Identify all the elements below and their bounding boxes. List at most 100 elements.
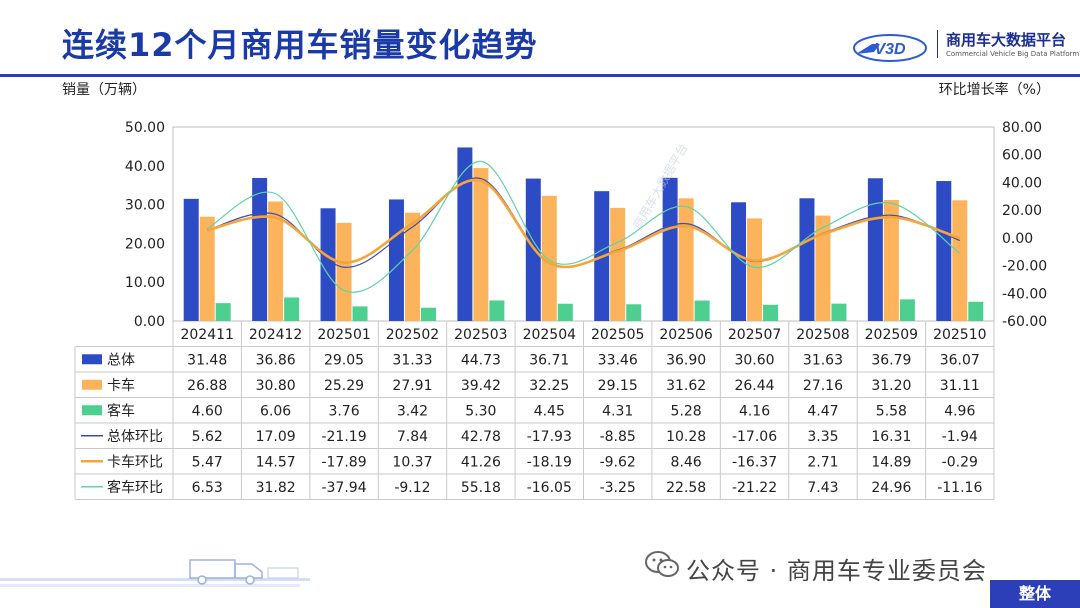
data-label: 41.26 bbox=[461, 454, 501, 470]
logo-divider bbox=[937, 30, 938, 58]
data-label: 33.46 bbox=[598, 352, 638, 368]
bar-卡车 bbox=[199, 216, 215, 321]
bar-总体 bbox=[799, 198, 815, 321]
data-label: -9.62 bbox=[600, 454, 636, 470]
left-axis-label: 销量（万辆） bbox=[62, 82, 146, 98]
bar-总体 bbox=[731, 202, 747, 321]
category-label: 202503 bbox=[454, 327, 507, 343]
wechat-icon bbox=[645, 551, 679, 577]
data-label: 3.76 bbox=[328, 403, 359, 419]
data-label: 4.16 bbox=[739, 403, 770, 419]
page-title: 连续12个月商用车销量变化趋势 bbox=[62, 26, 538, 64]
left-tick-label: 10.00 bbox=[125, 275, 165, 291]
category-label: 202509 bbox=[865, 327, 918, 343]
data-label: 6.06 bbox=[260, 403, 291, 419]
data-label: 26.88 bbox=[187, 378, 227, 394]
data-label: -1.94 bbox=[942, 429, 978, 445]
truck-decoration-icon bbox=[0, 559, 310, 587]
data-label: 8.46 bbox=[671, 454, 702, 470]
line-客车环比 bbox=[206, 160, 961, 293]
data-label: 14.57 bbox=[256, 454, 296, 470]
bar-客车 bbox=[420, 307, 436, 321]
line-总体环比 bbox=[207, 177, 961, 268]
data-label: 5.62 bbox=[192, 429, 223, 445]
right-tick-label: 80.00 bbox=[1002, 120, 1042, 136]
data-label: 30.80 bbox=[256, 378, 296, 394]
data-label: 4.96 bbox=[944, 403, 975, 419]
section-tag: 整体 bbox=[990, 580, 1080, 608]
data-label: 27.16 bbox=[803, 378, 843, 394]
bar-卡车 bbox=[541, 195, 557, 321]
bar-客车 bbox=[284, 297, 300, 321]
bar-总体 bbox=[662, 177, 678, 321]
data-label: 36.86 bbox=[256, 352, 296, 368]
left-tick-label: 20.00 bbox=[125, 236, 165, 252]
data-label: -0.29 bbox=[942, 454, 978, 470]
data-label: 24.96 bbox=[871, 480, 911, 496]
data-label: -17.06 bbox=[732, 429, 777, 445]
data-label: 3.35 bbox=[807, 429, 838, 445]
data-label: 4.47 bbox=[807, 403, 838, 419]
legend-label: 客车 bbox=[107, 402, 135, 419]
legend-label: 总体环比 bbox=[107, 429, 163, 445]
data-label: 4.31 bbox=[602, 403, 633, 419]
line-卡车环比 bbox=[206, 178, 961, 269]
data-label: -37.94 bbox=[321, 480, 366, 496]
data-label: -3.25 bbox=[600, 480, 636, 496]
left-tick-label: 40.00 bbox=[125, 159, 165, 175]
bar-总体 bbox=[320, 208, 336, 321]
right-tick-label: -20.00 bbox=[1002, 259, 1047, 275]
data-label: -21.22 bbox=[732, 480, 777, 496]
data-label: 31.48 bbox=[187, 352, 227, 368]
bar-卡车 bbox=[473, 168, 489, 321]
title-underline bbox=[0, 74, 1080, 77]
data-label: -11.16 bbox=[937, 480, 982, 496]
category-label: 202510 bbox=[933, 327, 986, 343]
bar-总体 bbox=[457, 147, 473, 321]
right-tick-label: -60.00 bbox=[1002, 314, 1047, 330]
data-label: 31.62 bbox=[666, 378, 706, 394]
bar-总体 bbox=[936, 181, 952, 321]
right-axis-label: 环比增长率（%） bbox=[938, 82, 1050, 98]
logo-text: 商用车大数据平台 bbox=[946, 31, 1067, 49]
bar-卡车 bbox=[815, 215, 831, 321]
category-label: 202506 bbox=[659, 327, 713, 343]
bar-卡车 bbox=[952, 200, 968, 321]
bar-卡车 bbox=[883, 199, 899, 321]
data-label: -8.85 bbox=[600, 429, 636, 445]
left-tick-label: 50.00 bbox=[125, 120, 165, 136]
data-label: 29.05 bbox=[324, 352, 364, 368]
right-tick-label: -40.00 bbox=[1002, 286, 1047, 302]
data-label: 4.45 bbox=[534, 403, 565, 419]
data-label: 44.73 bbox=[461, 352, 501, 368]
right-tick-label: 0.00 bbox=[1002, 231, 1033, 247]
data-label: 36.07 bbox=[940, 352, 980, 368]
bar-总体 bbox=[183, 198, 199, 321]
data-label: 22.58 bbox=[666, 480, 706, 496]
bar-客车 bbox=[215, 303, 231, 321]
bar-总体 bbox=[867, 178, 883, 321]
data-label: -16.05 bbox=[527, 480, 572, 496]
data-label: 42.78 bbox=[461, 429, 501, 445]
bar-卡车 bbox=[268, 201, 284, 321]
bar-客车 bbox=[489, 300, 505, 321]
legend-key-客车 bbox=[82, 405, 102, 416]
category-label: 202502 bbox=[386, 327, 439, 343]
bar-客车 bbox=[899, 299, 915, 321]
legend-label: 总体 bbox=[107, 352, 135, 368]
footer-account: 公众号 · 商用车专业委员会 bbox=[686, 557, 987, 585]
bar-总体 bbox=[525, 178, 541, 321]
data-label: 3.42 bbox=[397, 403, 428, 419]
data-label: 2.71 bbox=[807, 454, 838, 470]
left-tick-label: 30.00 bbox=[125, 198, 165, 214]
data-label: -18.19 bbox=[527, 454, 572, 470]
bar-卡车 bbox=[610, 207, 626, 321]
left-tick-label: 0.00 bbox=[134, 314, 165, 330]
data-label: 6.53 bbox=[192, 480, 223, 496]
data-label: 10.37 bbox=[392, 454, 432, 470]
category-label: 202412 bbox=[249, 327, 302, 343]
bar-客车 bbox=[968, 301, 984, 321]
bar-客车 bbox=[557, 303, 573, 321]
bar-卡车 bbox=[336, 222, 352, 321]
